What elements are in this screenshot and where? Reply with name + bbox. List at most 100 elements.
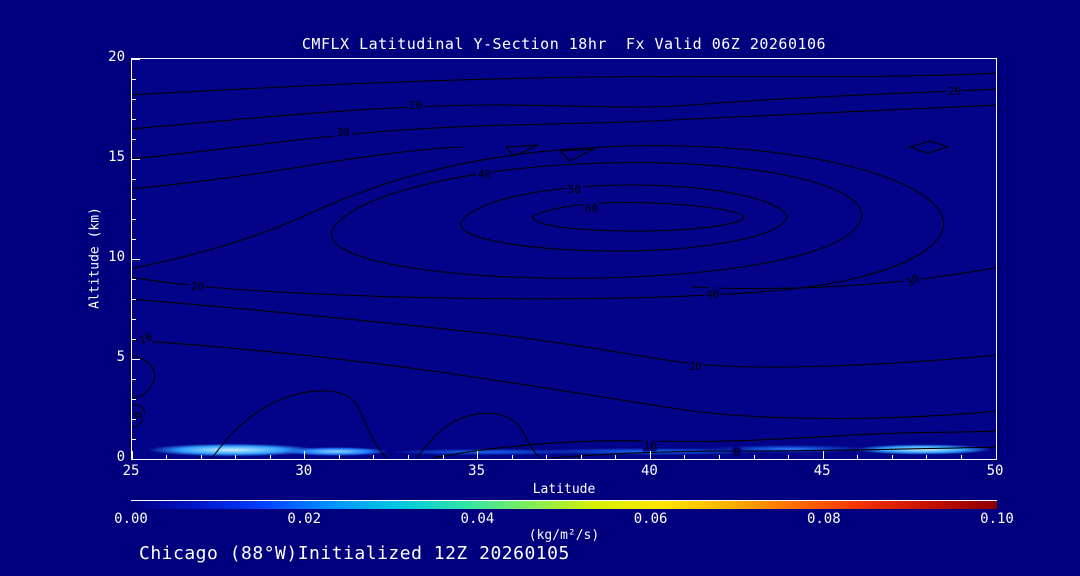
y-minor-tick bbox=[132, 418, 136, 420]
x-minor-tick bbox=[200, 455, 202, 459]
x-minor-tick bbox=[788, 455, 790, 459]
contour-line bbox=[132, 104, 996, 160]
x-minor-tick bbox=[753, 455, 755, 459]
x-minor-tick bbox=[235, 455, 237, 459]
x-major-tick bbox=[132, 451, 133, 459]
y-tick-label: 15 bbox=[108, 149, 125, 165]
y-tick-label: 20 bbox=[108, 49, 125, 65]
colorbar-tick-label: 0.04 bbox=[460, 511, 495, 527]
contour-line bbox=[132, 404, 145, 428]
contour-line bbox=[132, 145, 944, 300]
colorbar-tick-label: 0.00 bbox=[114, 511, 148, 527]
y-major-tick bbox=[132, 258, 140, 260]
x-minor-tick bbox=[546, 455, 548, 459]
y-tick-label: 0 bbox=[116, 449, 125, 465]
contour-line bbox=[132, 72, 996, 96]
surface-flux-glow bbox=[688, 444, 889, 454]
contour-value-label: 20 bbox=[948, 85, 961, 98]
contour-value-label: 20 bbox=[689, 360, 702, 373]
y-minor-tick bbox=[132, 98, 136, 100]
y-minor-tick bbox=[132, 298, 136, 300]
colorbar-tick-label: 0.10 bbox=[980, 511, 1014, 527]
contour-line bbox=[132, 88, 996, 130]
contour-line bbox=[132, 146, 463, 190]
y-major-tick bbox=[132, 59, 140, 60]
contour-value-label: 30 bbox=[336, 126, 349, 139]
x-minor-tick bbox=[269, 455, 271, 459]
y-minor-tick bbox=[132, 438, 136, 440]
x-minor-tick bbox=[684, 455, 686, 459]
y-minor-tick bbox=[132, 198, 136, 200]
x-minor-tick bbox=[891, 455, 893, 459]
contour-value-label: 20 bbox=[409, 99, 422, 112]
colorbar-units-label: (kg/m²/s) bbox=[528, 528, 600, 543]
y-minor-tick bbox=[132, 238, 136, 240]
contour-value-label: 20 bbox=[191, 280, 204, 293]
y-major-tick bbox=[132, 158, 140, 160]
contour-line bbox=[691, 266, 996, 290]
x-tick-label: 40 bbox=[640, 463, 658, 479]
y-minor-tick bbox=[132, 398, 136, 400]
surface-flux-glow bbox=[364, 448, 605, 456]
y-minor-tick bbox=[132, 318, 136, 320]
x-minor-tick bbox=[960, 455, 962, 459]
plot-title: CMFLX Latitudinal Y-Section 18hr Fx Vali… bbox=[301, 35, 827, 53]
y-major-tick bbox=[132, 458, 140, 459]
y-tick-label: 5 bbox=[116, 349, 125, 365]
y-minor-tick bbox=[132, 178, 136, 180]
y-minor-tick bbox=[132, 118, 136, 120]
contour-line bbox=[460, 184, 788, 252]
contour-value-label: 0 bbox=[733, 446, 740, 459]
y-tick-label: 10 bbox=[108, 249, 125, 265]
x-minor-tick bbox=[511, 455, 513, 459]
x-major-tick bbox=[649, 451, 651, 459]
contour-line bbox=[132, 354, 156, 399]
x-minor-tick bbox=[338, 455, 340, 459]
x-minor-tick bbox=[580, 455, 582, 459]
colorbar-tick-label: 0.08 bbox=[806, 511, 841, 527]
contour-line bbox=[416, 412, 541, 459]
x-axis-title: Latitude bbox=[532, 482, 596, 497]
contour-line bbox=[551, 446, 996, 459]
colorbar-gradient bbox=[131, 500, 997, 509]
contour-line bbox=[331, 162, 863, 279]
y-minor-tick bbox=[132, 378, 136, 380]
contour-line bbox=[531, 201, 745, 232]
x-tick-label: 35 bbox=[468, 463, 486, 479]
contour-value-label: 10 bbox=[644, 439, 657, 452]
contour-line bbox=[211, 390, 388, 459]
y-minor-tick bbox=[132, 218, 136, 220]
x-minor-tick bbox=[373, 455, 375, 459]
surface-flux-glow bbox=[270, 445, 401, 457]
contour-value-label: 50 bbox=[568, 183, 581, 196]
y-minor-tick bbox=[132, 78, 136, 80]
contour-line bbox=[504, 144, 539, 157]
contour-line bbox=[132, 339, 996, 420]
x-major-tick bbox=[822, 451, 824, 459]
colorbar-tick-label: 0.02 bbox=[287, 511, 322, 527]
x-tick-label: 45 bbox=[813, 463, 831, 479]
y-minor-tick bbox=[132, 278, 136, 280]
contour-line bbox=[558, 148, 595, 162]
contour-value-label: 40 bbox=[706, 288, 719, 301]
x-major-tick bbox=[477, 451, 479, 459]
contour-value-label: 30 bbox=[904, 272, 922, 290]
y-minor-tick bbox=[132, 138, 136, 140]
contour-line bbox=[132, 298, 996, 368]
x-major-tick bbox=[995, 451, 996, 459]
y-minor-tick bbox=[132, 338, 136, 340]
x-tick-label: 30 bbox=[295, 463, 313, 479]
x-minor-tick bbox=[407, 455, 409, 459]
x-major-tick bbox=[304, 451, 306, 459]
x-minor-tick bbox=[442, 455, 444, 459]
contour-line bbox=[908, 140, 950, 154]
colorbar-tick-label: 0.06 bbox=[633, 511, 668, 527]
plot-area: 20 30 40 50 60 20 20 10 40 30 20 10 0 0 bbox=[131, 58, 997, 460]
x-tick-label: 25 bbox=[122, 463, 140, 479]
station-init-caption: Chicago (88°W)Initialized 12Z 20260105 bbox=[139, 543, 570, 564]
contour-value-label: 40 bbox=[478, 168, 491, 181]
y-major-tick bbox=[132, 358, 140, 360]
